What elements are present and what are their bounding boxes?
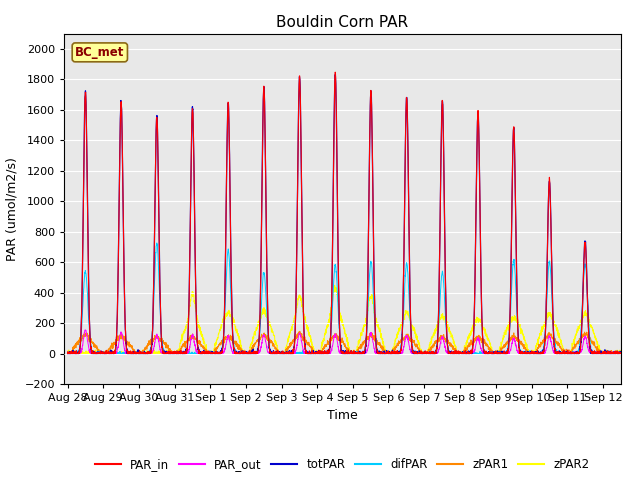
PAR_in	[617, 351, 625, 357]
PAR_in	[127, 348, 134, 354]
Line: totPAR: totPAR	[68, 74, 621, 354]
zPAR2	[300, 311, 308, 317]
difPAR	[276, 350, 284, 356]
PAR_out	[82, 327, 90, 333]
totPAR	[127, 350, 134, 356]
Text: BC_met: BC_met	[75, 46, 125, 59]
zPAR1	[607, 351, 614, 357]
zPAR2	[607, 350, 614, 356]
X-axis label: Time: Time	[327, 408, 358, 421]
zPAR2	[127, 351, 134, 357]
zPAR1	[127, 343, 134, 348]
zPAR2	[331, 282, 339, 288]
PAR_out	[64, 351, 72, 357]
totPAR	[276, 349, 284, 355]
zPAR1	[64, 351, 72, 357]
difPAR	[64, 351, 72, 357]
PAR_in	[276, 351, 284, 357]
PAR_out	[127, 350, 135, 356]
difPAR	[64, 350, 72, 356]
PAR_out	[617, 351, 625, 357]
PAR_out	[547, 337, 554, 343]
PAR_out	[300, 349, 308, 355]
totPAR	[159, 350, 167, 356]
totPAR	[606, 348, 614, 354]
Line: zPAR2: zPAR2	[68, 285, 621, 354]
PAR_in	[300, 321, 308, 326]
zPAR2	[160, 350, 168, 356]
Line: PAR_out: PAR_out	[68, 330, 621, 354]
zPAR2	[617, 351, 625, 357]
totPAR	[300, 321, 308, 326]
PAR_out	[607, 351, 614, 357]
difPAR	[127, 349, 134, 355]
difPAR	[153, 240, 161, 246]
totPAR	[64, 351, 72, 357]
zPAR1	[300, 335, 308, 341]
difPAR	[300, 350, 308, 356]
totPAR	[617, 350, 625, 356]
difPAR	[607, 349, 614, 355]
difPAR	[617, 350, 625, 356]
zPAR1	[276, 350, 284, 356]
zPAR2	[64, 350, 72, 356]
PAR_in	[606, 351, 614, 357]
zPAR1	[547, 332, 554, 337]
Line: zPAR1: zPAR1	[68, 331, 621, 354]
PAR_out	[160, 349, 168, 355]
zPAR2	[64, 351, 72, 357]
difPAR	[547, 270, 554, 276]
Line: PAR_in: PAR_in	[68, 72, 621, 354]
zPAR1	[64, 349, 72, 355]
Y-axis label: PAR (umol/m2/s): PAR (umol/m2/s)	[6, 157, 19, 261]
Legend: PAR_in, PAR_out, totPAR, difPAR, zPAR1, zPAR2: PAR_in, PAR_out, totPAR, difPAR, zPAR1, …	[90, 454, 595, 476]
zPAR1	[160, 340, 168, 346]
totPAR	[332, 72, 339, 77]
PAR_in	[159, 351, 167, 357]
PAR_out	[64, 350, 72, 356]
difPAR	[160, 348, 168, 354]
zPAR1	[617, 349, 625, 355]
totPAR	[547, 203, 554, 208]
zPAR1	[296, 328, 303, 334]
zPAR2	[547, 311, 554, 317]
PAR_in	[547, 204, 554, 210]
Line: difPAR: difPAR	[68, 243, 621, 354]
zPAR2	[276, 350, 284, 356]
PAR_in	[332, 69, 339, 75]
PAR_out	[276, 351, 284, 357]
Title: Bouldin Corn PAR: Bouldin Corn PAR	[276, 15, 408, 30]
PAR_in	[64, 351, 72, 357]
